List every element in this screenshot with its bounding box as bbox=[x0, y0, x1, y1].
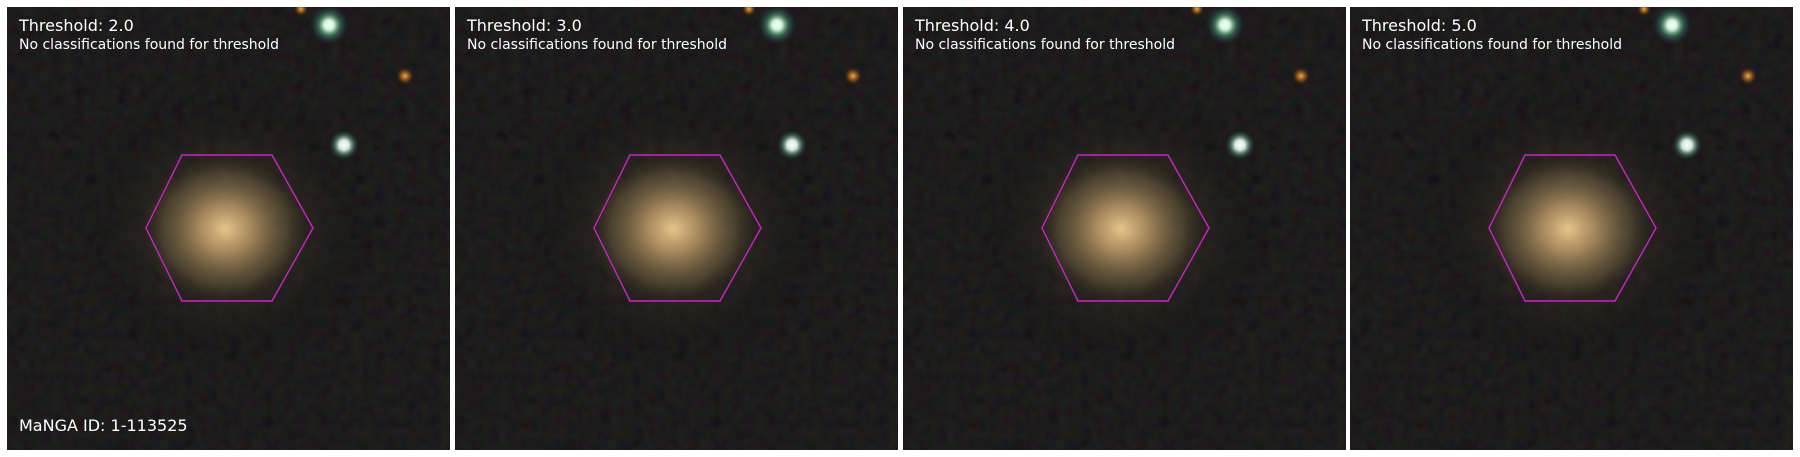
ifu-hexagon-outline bbox=[145, 154, 314, 302]
ifu-hexagon-outline bbox=[1041, 154, 1210, 302]
ifu-hexagon-outline bbox=[593, 154, 762, 302]
threshold-panel-3: Threshold: 3.0 No classifications found … bbox=[455, 7, 898, 450]
threshold-title: Threshold: 2.0 bbox=[19, 16, 134, 35]
galaxy-image bbox=[903, 7, 1346, 450]
classification-status: No classifications found for threshold bbox=[915, 37, 1175, 53]
galaxy-image bbox=[7, 7, 450, 450]
threshold-title: Threshold: 4.0 bbox=[915, 16, 1030, 35]
classification-status: No classifications found for threshold bbox=[1362, 37, 1622, 53]
classification-status: No classifications found for threshold bbox=[19, 37, 279, 53]
manga-id-label: MaNGA ID: 1-113525 bbox=[19, 416, 188, 435]
galaxy-image bbox=[1350, 7, 1793, 450]
threshold-panel-4: Threshold: 4.0 No classifications found … bbox=[903, 7, 1346, 450]
classification-status: No classifications found for threshold bbox=[467, 37, 727, 53]
threshold-panel-2: Threshold: 2.0 No classifications found … bbox=[7, 7, 450, 450]
ifu-hexagon-outline bbox=[1488, 154, 1657, 302]
threshold-panel-row: Threshold: 2.0 No classifications found … bbox=[7, 7, 1793, 450]
threshold-title: Threshold: 5.0 bbox=[1362, 16, 1477, 35]
threshold-title: Threshold: 3.0 bbox=[467, 16, 582, 35]
galaxy-image bbox=[455, 7, 898, 450]
threshold-panel-5: Threshold: 5.0 No classifications found … bbox=[1350, 7, 1793, 450]
